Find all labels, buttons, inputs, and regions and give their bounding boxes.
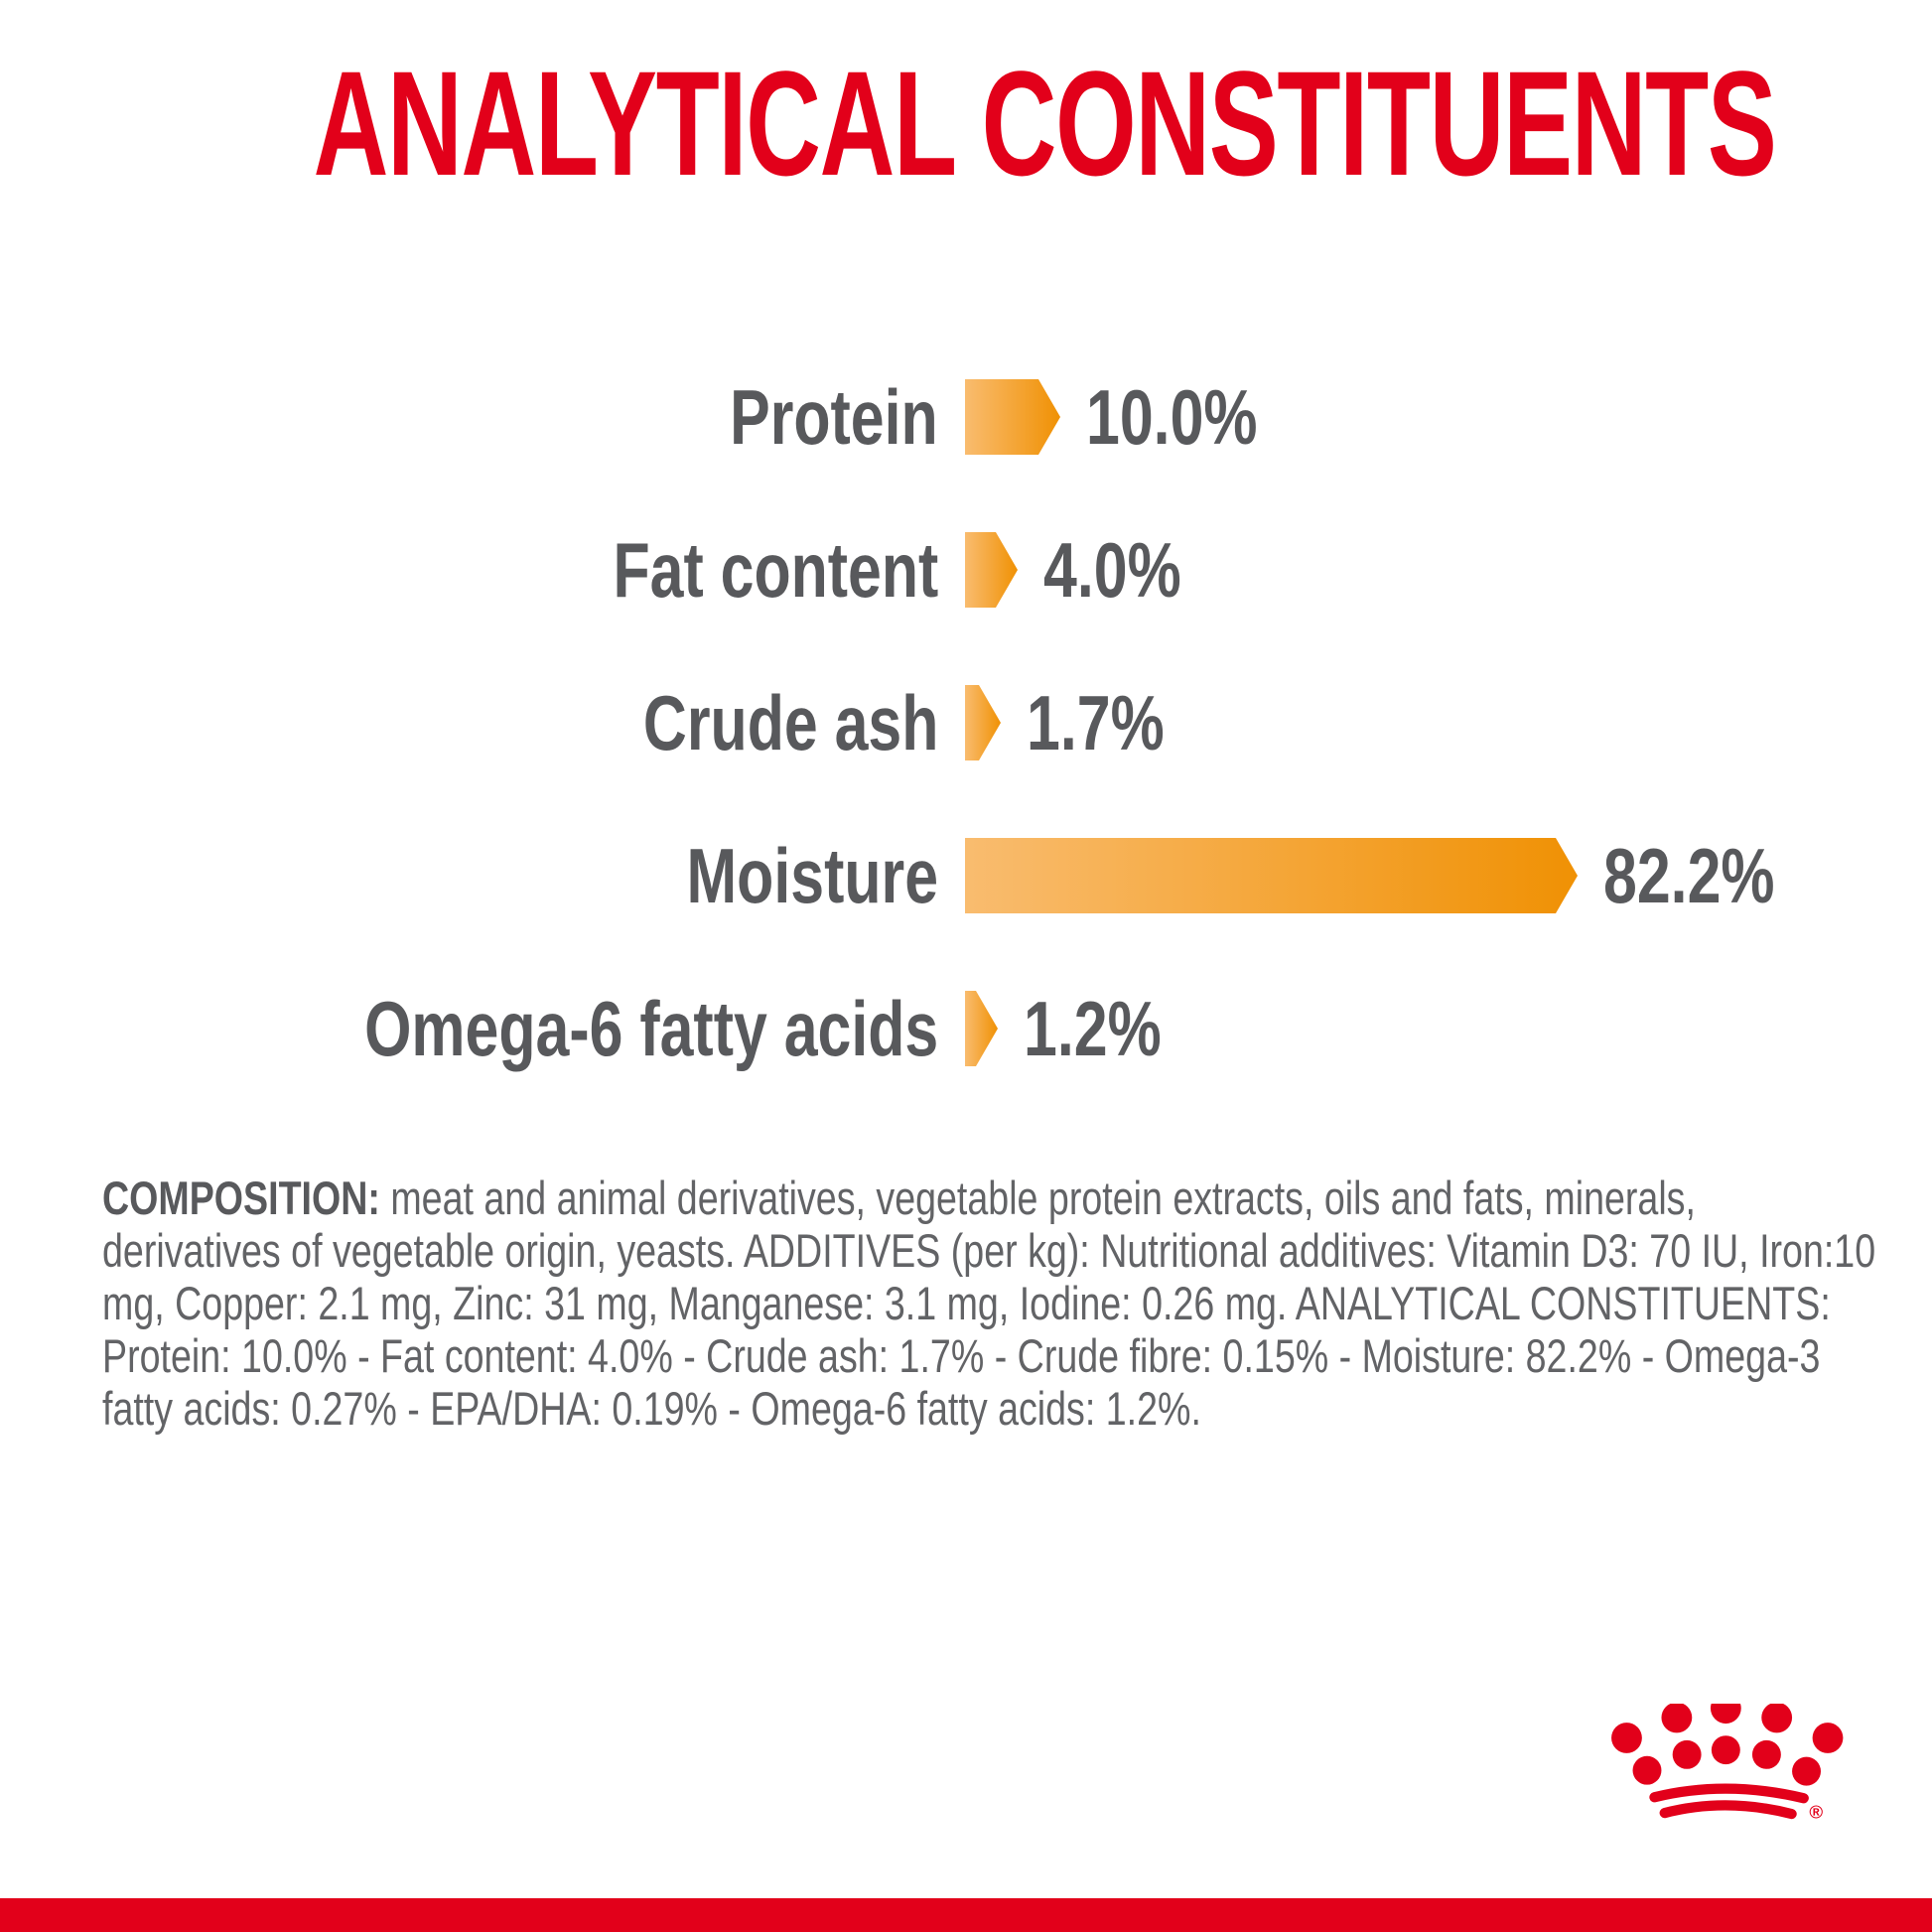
- row-moisture: Moisture 82.2%: [0, 799, 1932, 952]
- constituents-chart: Protein 10.0% Fat content 4.0% Crude ash…: [0, 341, 1932, 1105]
- page-title: ANALYTICAL CONSTITUENTS: [0, 34, 1932, 212]
- protein-bar: [965, 379, 1060, 455]
- constituent-value: 1.7%: [1027, 678, 1165, 766]
- constituent-label: Moisture: [686, 831, 938, 919]
- composition-line: mg, Copper: 2.1 mg, Zinc: 31 mg, Mangane…: [102, 1277, 1831, 1329]
- moisture-bar: [965, 838, 1578, 913]
- constituent-value: 10.0%: [1086, 372, 1258, 461]
- row-omega-6-fatty-acids: Omega-6 fatty acids 1.2%: [0, 952, 1932, 1105]
- composition-line: fatty acids: 0.27% - EPA/DHA: 0.19% - Om…: [102, 1382, 1201, 1435]
- crown-lower-swoosh: [1659, 1800, 1797, 1820]
- crown-upper-swoosh: [1649, 1783, 1809, 1804]
- footer-red-bar: [0, 1898, 1932, 1932]
- fat-content-bar: [965, 532, 1018, 608]
- row-fat-content: Fat content 4.0%: [0, 493, 1932, 646]
- royal-canin-crown-logo: ®: [1611, 1704, 1844, 1823]
- constituent-label: Crude ash: [642, 678, 938, 766]
- constituent-label: Omega-6 fatty acids: [363, 984, 938, 1072]
- omega-6-bar: [965, 991, 998, 1066]
- constituent-label: Fat content: [613, 525, 938, 614]
- row-protein: Protein 10.0%: [0, 341, 1932, 493]
- crude-ash-bar: [965, 685, 1001, 760]
- composition-heading: COMPOSITION:: [102, 1172, 380, 1224]
- composition-line: COMPOSITION: meat and animal derivatives…: [102, 1172, 1696, 1224]
- registered-trademark-icon: ®: [1809, 1802, 1823, 1823]
- constituent-value: 4.0%: [1043, 525, 1181, 614]
- composition-line: Protein: 10.0% - Fat content: 4.0% - Cru…: [102, 1329, 1821, 1382]
- constituent-value: 1.2%: [1024, 984, 1162, 1072]
- composition-line: derivatives of vegetable origin, yeasts.…: [102, 1224, 1876, 1277]
- constituent-value: 82.2%: [1603, 831, 1775, 919]
- constituent-label: Protein: [730, 372, 938, 461]
- page-title-text: ANALYTICAL CONSTITUENTS: [313, 40, 1777, 207]
- composition-paragraph: COMPOSITION: meat and animal derivatives…: [102, 1172, 1875, 1435]
- row-crude-ash: Crude ash 1.7%: [0, 646, 1932, 799]
